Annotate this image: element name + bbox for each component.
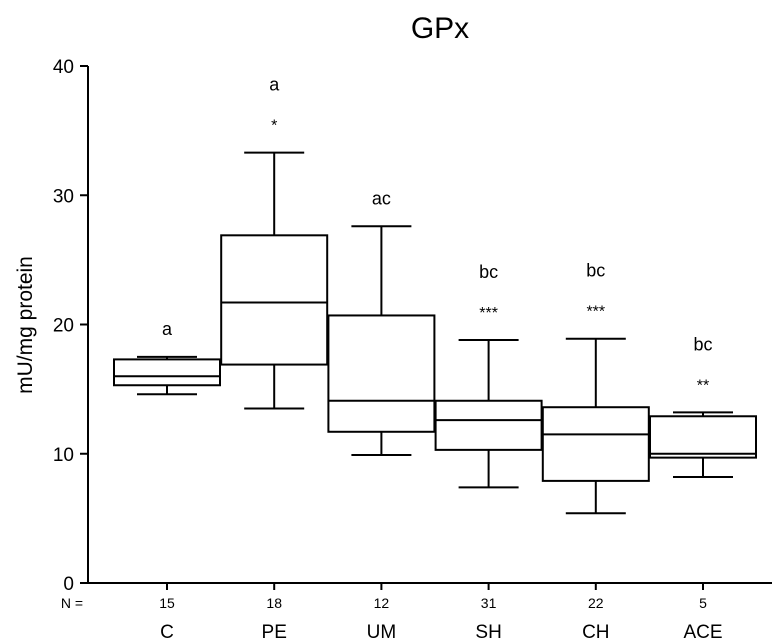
x-category-label: ACE	[683, 622, 722, 640]
y-tick-label: 40	[53, 57, 74, 78]
significance-letters: bc	[586, 261, 605, 281]
n-label: N =	[61, 595, 83, 611]
box-ch	[541, 406, 650, 482]
n-value: 31	[481, 595, 497, 611]
y-tick-label: 10	[53, 445, 74, 466]
chart-title: GPx	[411, 12, 469, 45]
box-sh	[434, 399, 543, 451]
y-tick-label: 20	[53, 316, 74, 337]
x-category-label: UM	[367, 622, 397, 640]
n-value: 12	[374, 595, 390, 611]
significance-stars: ***	[479, 305, 498, 322]
box-pe	[220, 234, 329, 366]
significance-letters: a	[269, 75, 280, 95]
box-ace	[649, 415, 757, 459]
significance-letters: bc	[479, 262, 498, 282]
significance-stars: **	[697, 377, 709, 394]
significance-stars: *	[271, 118, 277, 135]
x-category-label: CH	[582, 622, 609, 640]
n-value: 15	[159, 595, 175, 611]
x-category-label: SH	[475, 622, 501, 640]
y-tick-label: 30	[53, 186, 74, 207]
y-tick-label: 0	[63, 574, 74, 595]
significance-letters: ac	[372, 188, 391, 208]
box-um	[327, 314, 436, 433]
significance-stars: ***	[586, 304, 605, 321]
n-value: 18	[266, 595, 282, 611]
n-value: 22	[588, 595, 604, 611]
significance-letters: a	[162, 319, 173, 339]
box-c	[113, 358, 221, 387]
y-axis-label: mU/mg protein	[14, 256, 37, 394]
n-value: 5	[699, 595, 707, 611]
x-category-label: PE	[262, 622, 287, 640]
significance-letters: bc	[693, 334, 712, 354]
x-category-label: C	[160, 622, 174, 640]
